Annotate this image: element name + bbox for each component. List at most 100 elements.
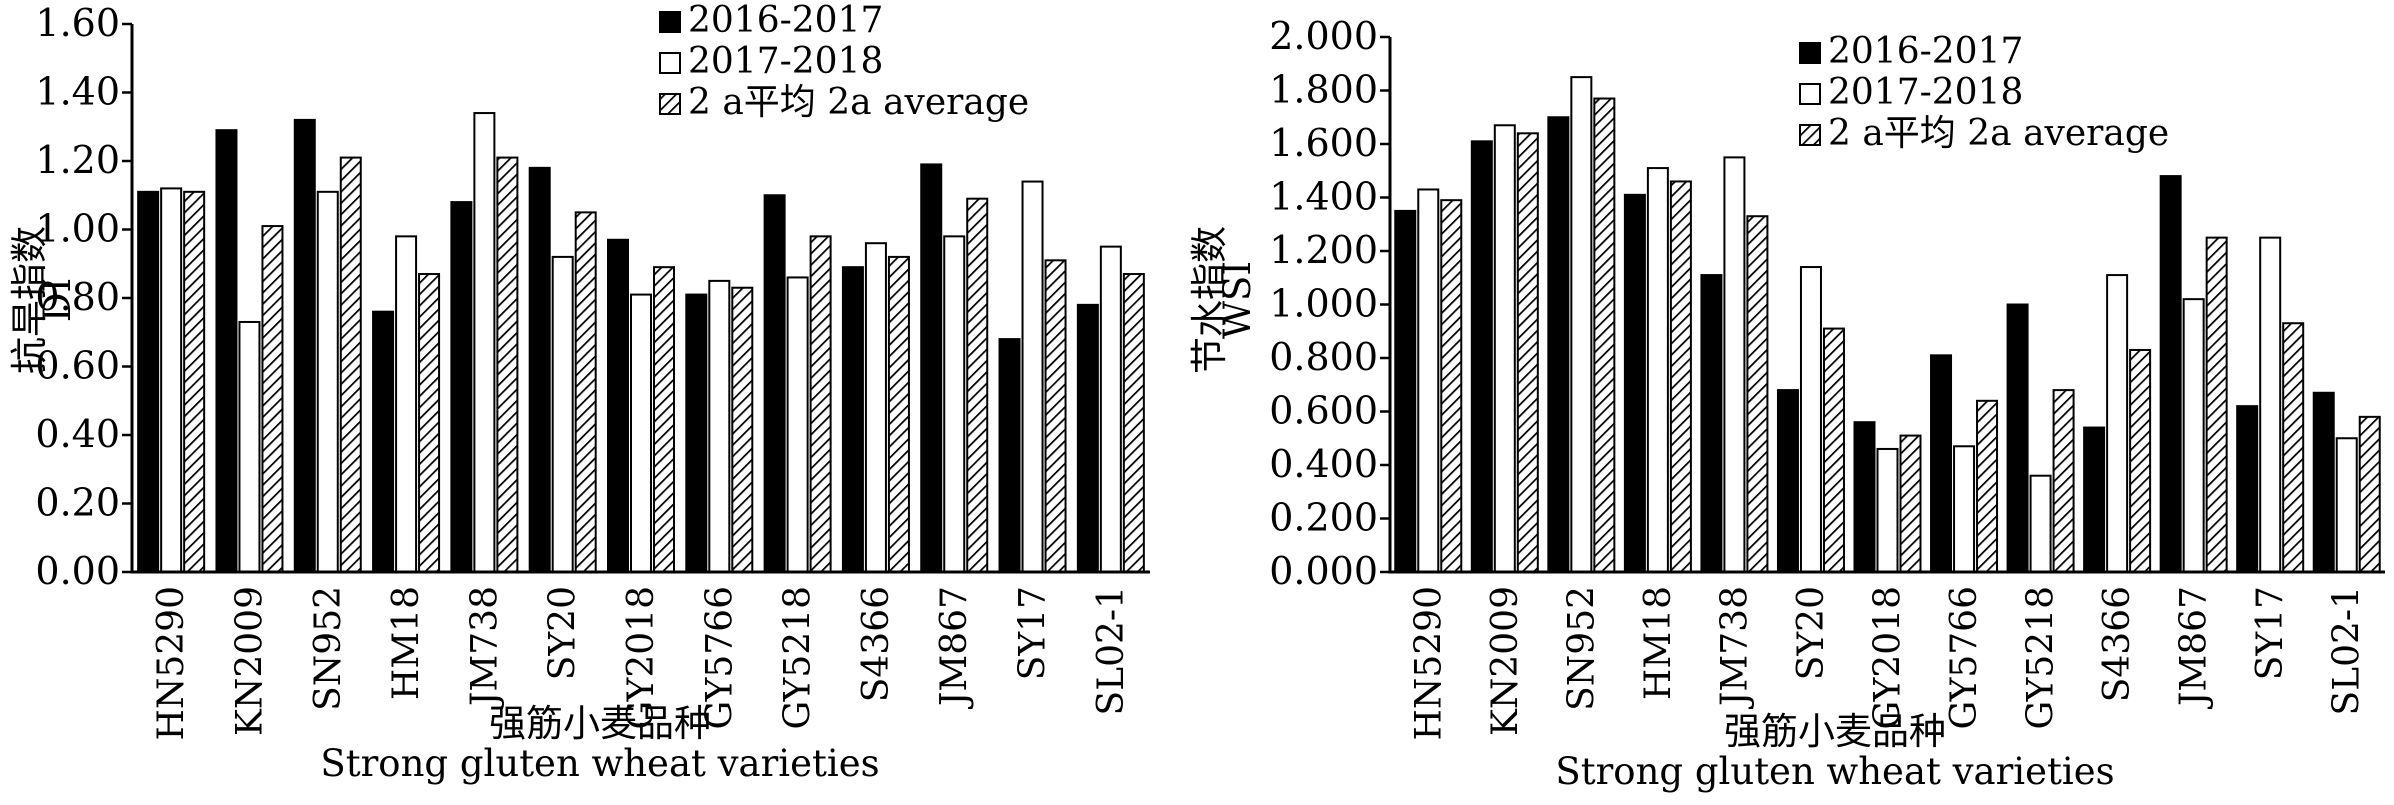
legend-swatch-2017-2018 — [659, 52, 681, 74]
drought-index-y-tick-label: 1.00 — [35, 207, 120, 251]
water-saving-index-xlabel-en: Strong gluten wheat varieties — [1555, 750, 2114, 793]
drought-index-bar-2016-2017-hn5290 — [137, 190, 160, 573]
drought-index-category-label-kn2009: KN2009 — [229, 586, 270, 736]
water-saving-index-bar-2017-2018-gy5218 — [2029, 474, 2052, 574]
water-saving-index-y-tick-label: 2.000 — [1269, 14, 1378, 58]
water-saving-index-y-tick-label: 0.200 — [1269, 496, 1378, 540]
drought-index-category-label-jm867: JM867 — [934, 586, 975, 710]
drought-index-category-label-sy17: SY17 — [1013, 586, 1054, 680]
drought-index-bar-average-kn2009 — [261, 225, 284, 573]
water-saving-index-bar-average-hn5290 — [1440, 199, 1463, 574]
water-saving-index-bar-2016-2017-jm867 — [2159, 175, 2182, 573]
water-saving-index-bar-2017-2018-gy2018 — [1876, 447, 1899, 574]
drought-index-category-label-hn5290: HN5290 — [151, 586, 192, 741]
legend-label-average: 2 a平均 2a average — [1828, 113, 2169, 154]
drought-index-bar-2016-2017-jm867 — [920, 163, 943, 574]
drought-index-ylabel-cn: 抗旱指数 — [8, 226, 51, 374]
drought-index-bar-2016-2017-sy20 — [528, 166, 551, 573]
water-saving-index-bar-average-hm18 — [1669, 180, 1692, 573]
water-saving-index-y-tick-label: 1.400 — [1269, 175, 1378, 219]
drought-index-bar-2016-2017-jm738 — [450, 201, 473, 573]
drought-index-bar-average-gy5766 — [731, 286, 754, 573]
water-saving-index-category-label-gy5766: GY5766 — [1944, 586, 1985, 730]
drought-index-ylabel-en: DI — [36, 278, 79, 322]
water-saving-index-bar-average-s4366 — [2129, 348, 2152, 573]
water-saving-index-bar-2016-2017-kn2009 — [1470, 140, 1493, 573]
water-saving-index-bar-2017-2018-hm18 — [1646, 167, 1669, 573]
water-saving-index-y-tick-label: 0.800 — [1269, 335, 1378, 379]
water-saving-index-category-label-kn2009: KN2009 — [1485, 586, 1526, 736]
water-saving-index-xlabel-cn: 强筋小麦品种 — [1724, 710, 1946, 753]
legend-swatch-2016-2017 — [1799, 42, 1821, 64]
water-saving-index-bar-average-sn952 — [1593, 97, 1616, 574]
drought-index-category-label-s4366: S4366 — [856, 586, 897, 702]
water-saving-index-y-tick-label: 1.800 — [1269, 68, 1378, 112]
drought-index-bar-2017-2018-gy2018 — [630, 293, 652, 573]
legend-label-2016-2017: 2016-2017 — [1828, 31, 2023, 72]
drought-index-bar-average-sy17 — [1044, 259, 1067, 573]
drought-index-chart: 0.00 0.20 0.40 0.60 0.80 1.00 1.20 1.40 1.60 HN5… — [8, 0, 1150, 785]
drought-index-bar-2016-2017-gy5766 — [685, 293, 708, 573]
water-saving-index-bar-average-gy2018 — [1899, 434, 1922, 574]
drought-index-bar-average-s4366 — [887, 255, 910, 573]
drought-index-bar-2016-2017-gy5218 — [763, 194, 786, 573]
drought-index-bar-2017-2018-hn5290 — [160, 187, 183, 573]
drought-index-bar-2016-2017-sy17 — [998, 338, 1021, 573]
drought-index-bar-2016-2017-sl02-1 — [1076, 303, 1099, 573]
water-saving-index-bar-2016-2017-gy2018 — [1853, 421, 1876, 574]
drought-index-category-label-sl02-1: SL02-1 — [1091, 586, 1132, 715]
water-saving-index-bar-2016-2017-jm738 — [1700, 274, 1723, 573]
legend-swatch-average — [1799, 124, 1821, 146]
water-saving-index-bar-2016-2017-gy5766 — [1930, 354, 1953, 574]
drought-index-bar-2016-2017-kn2009 — [215, 129, 238, 574]
drought-index-bar-average-gy5218 — [809, 235, 832, 573]
water-saving-index-ylabel-en: WSI — [1216, 261, 1259, 339]
drought-index-bar-2017-2018-gy5766 — [708, 279, 731, 573]
drought-index-bar-2017-2018-sn952 — [316, 190, 339, 573]
drought-index-y-tick-label: 1.20 — [35, 138, 120, 182]
drought-index-y-title: 抗旱指数 — [8, 226, 51, 374]
drought-index-bar-2017-2018-hm18 — [395, 235, 418, 573]
water-saving-index-bar-2017-2018-hn5290 — [1417, 188, 1440, 573]
water-saving-index-bar-2016-2017-hm18 — [1623, 193, 1646, 573]
drought-index-bar-average-sl02-1 — [1122, 273, 1145, 573]
water-saving-index-category-label-hn5290: HN5290 — [1408, 586, 1449, 741]
drought-index-category-label-gy5218: GY5218 — [778, 586, 819, 730]
drought-index-xlabel-cn: 强筋小麦品种 — [489, 702, 711, 745]
water-saving-index-y-tick-label: 1.000 — [1269, 282, 1378, 326]
water-saving-index-chart: 0.000 0.200 0.400 0.600 0.800 1.000 1.200 1.400… — [1188, 14, 2385, 793]
drought-index-bar-2017-2018-gy5218 — [786, 276, 809, 573]
water-saving-index-bar-2016-2017-hn5290 — [1394, 209, 1417, 573]
legend-swatch-2016-2017 — [659, 11, 681, 33]
water-saving-index-bar-2016-2017-s4366 — [2083, 426, 2106, 573]
drought-index-bar-2017-2018-sy20 — [551, 255, 574, 573]
drought-index-y-tick-label: 1.60 — [35, 1, 120, 45]
drought-index-category-label-gy2018: GY2018 — [621, 586, 662, 730]
water-saving-index-y-title: 节水指数 — [1188, 226, 1231, 374]
water-saving-index-bar-2017-2018-kn2009 — [1493, 124, 1516, 574]
drought-index-bar-2016-2017-s4366 — [841, 266, 864, 573]
drought-index-xlabel-en: Strong gluten wheat varieties — [320, 742, 879, 785]
water-saving-index-bar-2017-2018-sy20 — [1799, 266, 1822, 573]
water-saving-index-bar-average-sl02-1 — [2358, 415, 2381, 573]
legend-label-2017-2018: 2017-2018 — [688, 41, 883, 82]
water-saving-index-bar-2016-2017-gy5218 — [2006, 303, 2029, 573]
drought-index-legend: 2016-2017 2017-2018 2 a平均 2a average — [659, 0, 1029, 123]
drought-index-y-ticks: 0.00 0.20 0.40 0.60 0.80 1.00 1.20 1.40 1.60 — [35, 1, 132, 593]
water-saving-index-bar-average-sy17 — [2282, 322, 2305, 573]
drought-index-bar-2016-2017-gy2018 — [607, 238, 629, 573]
water-saving-index-ylabel-cn: 节水指数 — [1188, 226, 1231, 374]
drought-index-bar-average-sy20 — [574, 211, 597, 573]
drought-index-axes — [130, 24, 1150, 574]
drought-index-bar-2016-2017-hm18 — [372, 310, 395, 573]
water-saving-index-bar-average-kn2009 — [1516, 132, 1539, 574]
drought-index-y-tick-label: 0.40 — [35, 412, 120, 456]
water-saving-index-bar-2016-2017-sl02-1 — [2312, 391, 2335, 573]
drought-index-y-tick-label: 0.80 — [35, 275, 120, 319]
water-saving-index-category-label-sy20: SY20 — [1791, 586, 1832, 680]
water-saving-index-bar-average-jm738 — [1746, 215, 1769, 573]
drought-index-category-label-hm18: HM18 — [386, 586, 427, 700]
drought-index-y-tick-label: 0.20 — [35, 481, 120, 525]
drought-index-y-tick-label: 0.60 — [35, 344, 120, 388]
drought-index-y-tick-label: 1.40 — [35, 70, 120, 114]
